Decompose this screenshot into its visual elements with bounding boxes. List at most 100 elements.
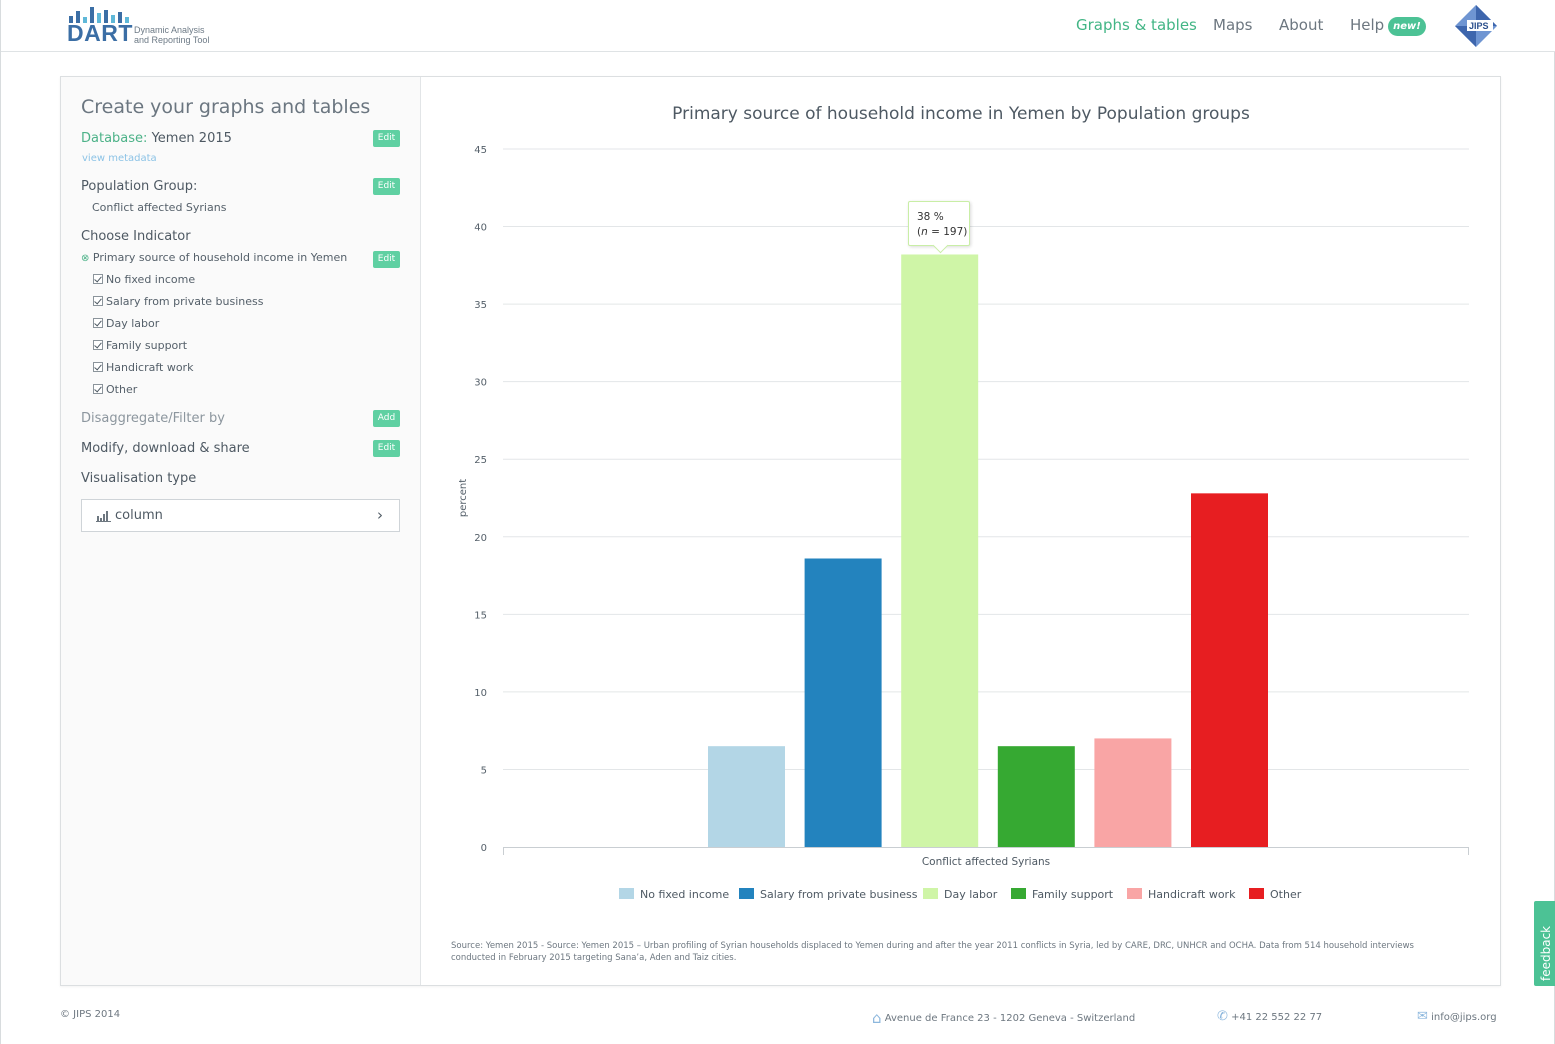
- visualisation-select[interactable]: column ›: [81, 499, 400, 532]
- y-tick-label: 15: [474, 610, 487, 621]
- logo-subtitle-line-2: and Reporting Tool: [134, 35, 210, 45]
- new-badge[interactable]: new!: [1388, 17, 1426, 36]
- disaggregate-add-button[interactable]: Add: [373, 410, 400, 427]
- column-chart-icon: [96, 511, 111, 522]
- legend-swatch: [1127, 888, 1142, 899]
- option-checkbox[interactable]: Family support: [93, 339, 187, 352]
- legend-swatch: [1011, 888, 1026, 899]
- view-metadata-link[interactable]: view metadata: [82, 153, 157, 164]
- option-checkbox[interactable]: No fixed income: [93, 273, 195, 286]
- database-label: Database:: [81, 131, 148, 146]
- vis-type-label: Visualisation type: [81, 471, 197, 486]
- logo-bars-icon: [69, 5, 131, 23]
- main-panel: Create your graphs and tables Database: …: [60, 76, 1501, 986]
- footer-copyright: © JIPS 2014: [60, 1009, 121, 1020]
- population-edit-button[interactable]: Edit: [373, 178, 400, 195]
- sidebar: Create your graphs and tables Database: …: [61, 77, 421, 985]
- option-label: Handicraft work: [106, 361, 194, 374]
- population-value: Conflict affected Syrians: [92, 201, 227, 214]
- chevron-right-icon: ›: [377, 506, 383, 524]
- tooltip-n-prefix: (: [917, 226, 922, 238]
- indicator-edit-button[interactable]: Edit: [373, 251, 400, 268]
- checkbox-checked-icon[interactable]: [93, 296, 103, 306]
- legend-label: Family support: [1032, 888, 1114, 901]
- legend-swatch: [619, 888, 634, 899]
- checkbox-checked-icon[interactable]: [93, 318, 103, 328]
- legend-label: No fixed income: [640, 888, 729, 901]
- checkbox-checked-icon[interactable]: [93, 384, 103, 394]
- source-note: Source: Yemen 2015 - Source: Yemen 2015 …: [451, 941, 1414, 963]
- footer-address: ⌂ Avenue de France 23 - 1202 Geneva - Sw…: [872, 1009, 1135, 1027]
- y-tick-label: 10: [474, 688, 487, 699]
- mail-icon: ✉: [1417, 1009, 1428, 1024]
- indicator-value: Primary source of household income in Ye…: [92, 251, 348, 264]
- jips-logo-text: JIPS: [1469, 21, 1489, 31]
- home-icon: ⌂: [872, 1009, 882, 1027]
- option-checkbox[interactable]: Day labor: [93, 317, 159, 330]
- feedback-tab[interactable]: feedback: [1534, 901, 1555, 986]
- y-tick-label: 5: [481, 765, 487, 776]
- logo-subtitle-line-1: Dynamic Analysis: [134, 25, 205, 35]
- y-tick-label: 30: [474, 378, 487, 389]
- legend-label: Handicraft work: [1148, 888, 1236, 901]
- nav-help[interactable]: Help: [1350, 16, 1385, 34]
- modify-label: Modify, download & share: [81, 441, 250, 456]
- y-tick-label: 20: [474, 533, 487, 544]
- option-label: Day labor: [106, 317, 160, 330]
- option-checkbox[interactable]: Salary from private business: [93, 295, 263, 308]
- option-label: Salary from private business: [106, 295, 264, 308]
- option-label: Other: [106, 383, 138, 396]
- chart-title: Primary source of household income in Ye…: [672, 104, 1250, 124]
- checkbox-checked-icon[interactable]: [93, 362, 103, 372]
- database-row: Database: Yemen 2015: [81, 131, 232, 146]
- sidebar-title: Create your graphs and tables: [81, 96, 371, 118]
- tooltip-percent: 38 %: [917, 211, 944, 223]
- dart-logo[interactable]: DART Dynamic Analysis and Reporting Tool: [67, 4, 227, 48]
- legend-swatch: [923, 888, 938, 899]
- y-tick-label: 0: [481, 843, 487, 854]
- footer-phone: ✆ +41 22 552 22 77: [1217, 1009, 1322, 1024]
- y-tick-label: 45: [474, 145, 487, 156]
- tooltip-n: (n = 197): [917, 225, 969, 240]
- indicator-label: Choose Indicator: [81, 229, 191, 244]
- bar-chart: 0 5 10 15 20 25 30 35 40 45 percent Conflict affect…: [458, 145, 1469, 901]
- tooltip-n-var: n: [921, 226, 928, 238]
- option-label: Family support: [106, 339, 188, 352]
- legend-label: Other: [1270, 888, 1302, 901]
- y-tick-label: 35: [474, 300, 487, 311]
- population-label: Population Group:: [81, 179, 198, 194]
- footer-email-text[interactable]: info@jips.org: [1431, 1012, 1497, 1023]
- legend-label: Day labor: [944, 888, 998, 901]
- database-edit-button[interactable]: Edit: [373, 130, 400, 147]
- bar: [708, 746, 785, 847]
- checkbox-checked-icon[interactable]: [93, 340, 103, 350]
- nav-graphs-tables[interactable]: Graphs & tables: [1076, 16, 1197, 34]
- bar: [901, 254, 979, 847]
- y-tick-label: 40: [474, 223, 487, 234]
- logo-subtitle: Dynamic Analysis and Reporting Tool: [134, 25, 234, 45]
- modify-edit-button[interactable]: Edit: [373, 440, 400, 457]
- legend-label: Salary from private business: [760, 888, 918, 901]
- feedback-label: feedback: [1539, 925, 1553, 981]
- option-checkbox[interactable]: Other: [93, 383, 137, 396]
- remove-indicator-icon[interactable]: ⊗: [81, 253, 90, 264]
- phone-icon: ✆: [1217, 1009, 1228, 1024]
- y-tick-label: 25: [474, 455, 487, 466]
- footer-phone-text: +41 22 552 22 77: [1231, 1012, 1323, 1023]
- legend-swatch: [739, 888, 754, 899]
- option-label: No fixed income: [106, 273, 196, 286]
- bar: [1191, 493, 1268, 847]
- jips-logo-icon[interactable]: JIPS: [1454, 4, 1498, 48]
- bar-tooltip: 38 % (n = 197): [908, 201, 970, 246]
- nav-maps[interactable]: Maps: [1213, 16, 1253, 34]
- legend-swatch: [1249, 888, 1264, 899]
- option-checkbox[interactable]: Handicraft work: [93, 361, 193, 374]
- footer-email[interactable]: ✉ info@jips.org: [1417, 1009, 1497, 1024]
- bar: [1094, 738, 1172, 847]
- bar: [997, 746, 1075, 847]
- checkbox-checked-icon[interactable]: [93, 274, 103, 284]
- indicator-row: ⊗ Primary source of household income in …: [81, 251, 347, 264]
- footer-address-text: Avenue de France 23 - 1202 Geneva - Swit…: [884, 1013, 1136, 1024]
- nav-about[interactable]: About: [1279, 16, 1324, 34]
- x-category-label: Conflict affected Syrians: [922, 856, 1050, 868]
